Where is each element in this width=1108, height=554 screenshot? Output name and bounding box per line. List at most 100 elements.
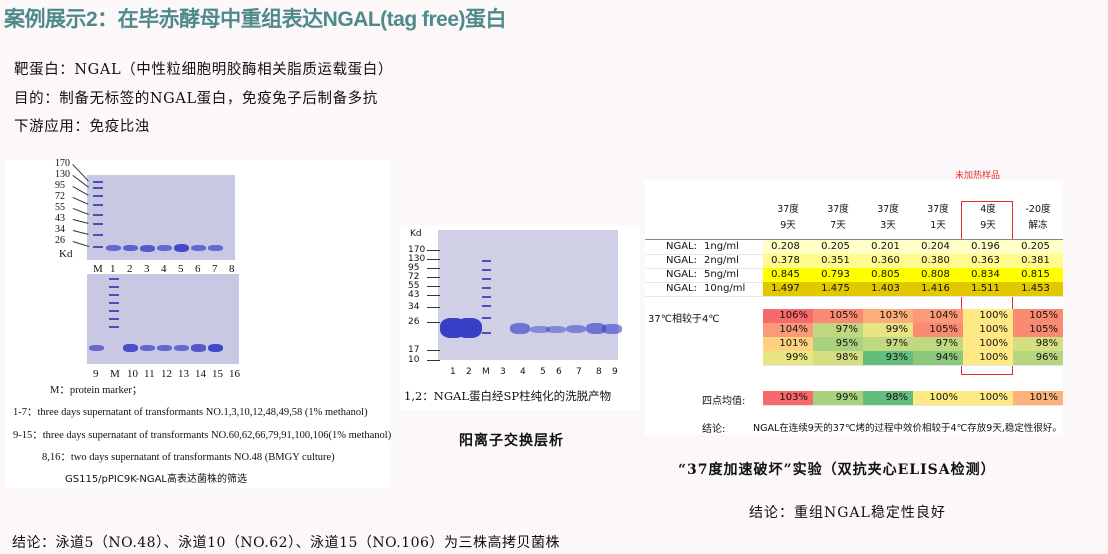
row-label: NGAL: xyxy=(645,268,702,283)
ratio-value: 93% xyxy=(863,351,913,366)
protein-band xyxy=(157,245,172,251)
marker-band xyxy=(109,326,119,328)
ratio-value: 97% xyxy=(913,337,963,352)
column-header-temp: 37度 xyxy=(777,204,799,215)
od-value: 0.204 xyxy=(913,240,963,255)
divider xyxy=(645,239,1063,240)
marker-label: 34 xyxy=(55,224,65,235)
protein-band xyxy=(208,343,223,353)
ratio-value: 105% xyxy=(813,309,863,324)
marker-band xyxy=(93,187,103,189)
screening-gel-figure: 170 130 95 72 55 43 34 26 Kd M 1 2 3 4 5 6 7 8 9 M 10 11 12 13 1… xyxy=(5,159,391,488)
row-label: NGAL: xyxy=(645,282,702,297)
protein-band xyxy=(586,323,606,335)
row-concentration: 5ng/ml xyxy=(702,268,763,283)
od-value: 0.380 xyxy=(913,254,963,269)
od-value: 0.378 xyxy=(763,254,813,269)
od-value: 0.834 xyxy=(963,268,1013,283)
od-value: 1.453 xyxy=(1013,282,1063,297)
ratio-value: 106% xyxy=(763,309,813,324)
marker-label: 43 xyxy=(408,290,420,300)
od-value: 0.205 xyxy=(1013,240,1063,255)
lane-label: 6 xyxy=(195,263,201,275)
conclusion-label: 结论: xyxy=(702,424,726,435)
lane-label: 8 xyxy=(596,367,602,377)
marker-band xyxy=(482,332,491,334)
lane-label: 9 xyxy=(612,367,618,377)
legend-line: M：protein marker； xyxy=(50,385,143,396)
intro-purpose: 目的：制备无标签的NGAL蛋白，免疫兔子后制备多抗 xyxy=(14,91,378,107)
marker-tick xyxy=(427,286,440,287)
marker-band xyxy=(93,214,103,216)
lane-label: 3 xyxy=(500,367,506,377)
lane-label: 16 xyxy=(229,368,240,380)
gel-caption: GS115/pPIC9K-NGAL高表达菌株的筛选 xyxy=(65,474,247,485)
od-value: 0.808 xyxy=(913,268,963,283)
row-label: NGAL: xyxy=(645,254,702,269)
unheated-note: 未加热样品 xyxy=(955,171,1001,181)
avg-value: 101% xyxy=(1013,391,1063,406)
lane-label: M xyxy=(482,367,490,377)
bottom-conclusion: 结论：泳道5（NO.48）、泳道10（NO.62）、泳道15（NO.106）为三… xyxy=(12,535,560,551)
legend-line: 1-7：three days supernatant of transforma… xyxy=(13,407,368,418)
lane-label: 15 xyxy=(212,368,223,380)
column-header-temp: 37度 xyxy=(877,204,899,215)
marker-label: 34 xyxy=(408,302,420,312)
od-value: 1.497 xyxy=(763,282,813,297)
intro-application: 下游应用：免疫比浊 xyxy=(14,119,150,135)
ratio-value: 100% xyxy=(963,323,1013,338)
marker-label: 10 xyxy=(408,355,420,365)
avg-value: 100% xyxy=(963,391,1013,406)
ratio-value: 98% xyxy=(1013,337,1063,352)
od-value: 0.196 xyxy=(963,240,1013,255)
gel-image xyxy=(438,230,618,360)
od-value: 0.205 xyxy=(813,240,863,255)
od-value: 1.511 xyxy=(963,282,1013,297)
lane-label: M xyxy=(93,263,103,275)
lane-label: 7 xyxy=(576,367,582,377)
marker-label: 72 xyxy=(55,191,65,202)
od-value: 0.381 xyxy=(1013,254,1063,269)
lane-label: 3 xyxy=(144,263,150,275)
column-header-temp: 37度 xyxy=(827,204,849,215)
ion-exchange-gel-figure: Kd 170 130 95 72 55 43 34 26 17 10 1 2 M 3 4 5 6 7 8 9 xyxy=(400,225,640,410)
lane-label: 14 xyxy=(195,368,206,380)
ratio-value: 101% xyxy=(763,337,813,352)
right-conclusion: 结论：重组NGAL稳定性良好 xyxy=(749,505,946,521)
protein-band xyxy=(174,345,189,351)
marker-label: 55 xyxy=(55,202,65,213)
protein-band xyxy=(208,245,223,251)
lane-label: 4 xyxy=(520,367,526,377)
avg-value: 98% xyxy=(863,391,913,406)
legend-line: 8,16：two days supernatant of transforman… xyxy=(42,452,335,463)
marker-label: 130 xyxy=(408,254,426,264)
ratio-label: 37℃相较于4℃ xyxy=(648,314,720,325)
protein-band xyxy=(106,245,121,251)
marker-tick xyxy=(427,350,440,351)
ratio-value: 97% xyxy=(863,337,913,352)
ratio-value: 104% xyxy=(913,309,963,324)
mid-gel-legend: 1,2：NGAL蛋白经SP柱纯化的洗脱产物 xyxy=(404,389,612,403)
od-value: 0.815 xyxy=(1013,268,1063,283)
ratio-value: 100% xyxy=(963,351,1013,366)
marker-label: 130 xyxy=(55,169,70,180)
protein-band xyxy=(546,325,566,333)
marker-band xyxy=(93,195,103,197)
marker-band xyxy=(109,294,119,296)
lane-label: 1 xyxy=(450,367,456,377)
marker-band xyxy=(482,269,491,271)
avg-label: 四点均值: xyxy=(702,396,746,407)
table-conclusion: NGAL在连续9天的37℃烤的过程中效价相较于4℃存放9天,稳定性很好。 xyxy=(753,423,1062,434)
marker-band xyxy=(93,246,103,248)
protein-band xyxy=(530,325,550,333)
marker-band xyxy=(93,234,103,236)
ratio-value: 99% xyxy=(763,351,813,366)
lane-label: 5 xyxy=(178,263,184,275)
column-header-temp: 4度 xyxy=(980,204,996,215)
od-value: 0.351 xyxy=(813,254,863,269)
ratio-value: 100% xyxy=(963,337,1013,352)
marker-tick xyxy=(427,250,440,251)
lane-label: 13 xyxy=(178,368,189,380)
marker-band xyxy=(482,317,491,319)
lane-label: 2 xyxy=(466,367,472,377)
